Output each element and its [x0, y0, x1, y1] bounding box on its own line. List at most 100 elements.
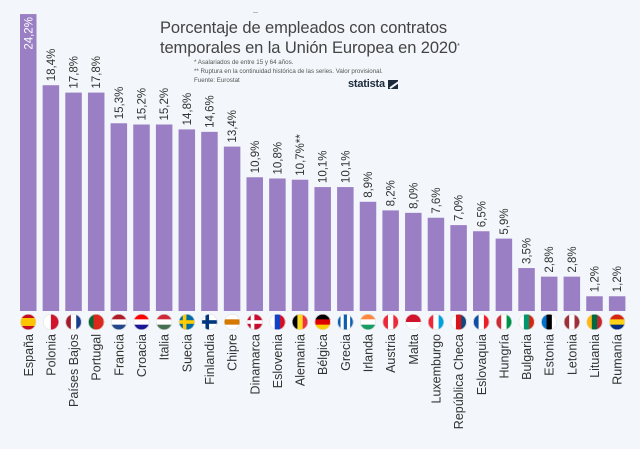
category-label: Bélgica	[316, 334, 330, 375]
germany-flag-icon	[314, 314, 331, 330]
bar-austria	[382, 210, 399, 311]
luxembourg-flag-icon	[427, 314, 444, 330]
title-line-2: temporales en la Unión Europea en 2020	[160, 39, 458, 57]
value-label: 18,4%	[46, 49, 58, 82]
bar-polonia	[42, 85, 60, 312]
category-label: Croacia	[135, 334, 149, 377]
austria-flag-icon	[382, 314, 399, 330]
bars-group	[20, 14, 626, 312]
category-label: Irlanda	[362, 334, 376, 372]
value-label: 8,0%	[408, 183, 420, 209]
ireland-flag-icon	[360, 314, 376, 330]
value-label: 17,8%	[91, 56, 103, 89]
bar-italia	[155, 124, 173, 311]
romania-flag-icon	[609, 314, 626, 330]
lithuania-flag-icon	[586, 314, 603, 330]
value-label: 14,8%	[182, 93, 194, 126]
note-source: Fuente: Eurostat	[194, 77, 240, 84]
category-label: Suecia	[180, 334, 194, 372]
cyprus-flag-icon	[224, 314, 241, 330]
belgium-flag-icon	[292, 314, 309, 330]
top-divider	[253, 12, 258, 13]
value-label: 10,8%	[272, 142, 284, 175]
bar-dinamarca	[246, 177, 263, 311]
malta-alt-flag-icon	[405, 314, 422, 330]
bar-bulgaria	[518, 268, 535, 311]
value-label: 8,2%	[386, 180, 398, 206]
chart-title: Porcentaje de empleados con contratos te…	[160, 18, 480, 58]
flags-group	[20, 314, 626, 330]
value-label: 10,9%	[250, 141, 262, 174]
spain-flag-icon	[20, 314, 37, 330]
bar-grecia	[337, 187, 354, 311]
value-label: 15,3%	[114, 87, 126, 120]
value-label: 10,1%	[340, 150, 352, 183]
value-label: 3,5%	[522, 238, 534, 264]
category-label: Eslovenia	[271, 334, 285, 388]
finland-flag-icon	[201, 314, 218, 330]
category-label: Hungría	[497, 334, 511, 379]
value-label: 24,2%	[23, 17, 35, 50]
category-label: Portugal	[90, 334, 104, 381]
bar-suecia	[178, 129, 196, 311]
value-label: 6,5%	[476, 201, 488, 227]
slovakia-flag-icon	[473, 314, 490, 330]
value-label: 8,9%	[363, 172, 375, 198]
note-series-break: ** Ruptura en la continuidad histórica d…	[194, 68, 383, 75]
bar-bélgica	[314, 187, 331, 311]
title-line-1: Porcentaje de empleados con contratos	[160, 19, 448, 37]
france-flag-icon	[65, 314, 82, 330]
note-age-range: * Asalariados de entre 15 y 64 años.	[194, 59, 294, 66]
category-label: Dinamarca	[248, 334, 262, 394]
category-label: Bulgaria	[520, 334, 534, 380]
bar-luxemburgo	[427, 217, 445, 311]
category-label: Eslovaquia	[475, 334, 489, 395]
netherlands-flag-icon	[110, 314, 127, 330]
bar-portugal	[87, 92, 105, 312]
slovenia-flag-icon	[269, 314, 286, 330]
bar-alemania	[291, 179, 309, 311]
category-label: Alemania	[294, 334, 308, 386]
bar-españa	[20, 14, 37, 311]
category-label: Rumanía	[611, 334, 625, 385]
bulgaria-flag-icon	[518, 314, 535, 330]
title-footnote-mark: *	[457, 43, 460, 50]
bar-república-checa	[450, 225, 467, 311]
sweden-flag-icon	[178, 314, 195, 330]
category-label: Países Bajos	[67, 334, 81, 407]
value-label: 14,6%	[204, 95, 216, 128]
value-label: 2,8%	[567, 246, 579, 272]
category-label: Malta	[407, 334, 421, 365]
bar-finlandia	[201, 131, 218, 311]
greece-flag-icon	[337, 314, 354, 330]
category-label: Francia	[112, 334, 126, 376]
value-label: 2,8%	[544, 246, 556, 272]
value-label: 15,2%	[137, 88, 149, 121]
bar-eslovaquia	[473, 231, 490, 311]
category-label: Chipre	[226, 334, 240, 371]
bar-lituania	[586, 296, 603, 311]
bar-hungría	[495, 238, 513, 311]
bar-eslovenia	[269, 178, 286, 311]
italy-flag-icon	[495, 314, 512, 330]
category-label: Italia	[158, 334, 172, 360]
value-label: 10,1%	[318, 150, 330, 183]
bar-letonia	[563, 276, 581, 311]
value-label: 15,2%	[159, 88, 171, 121]
bar-malta	[405, 212, 422, 311]
category-label: Letonia	[565, 334, 579, 375]
bar-estonia	[540, 276, 558, 311]
category-label: Polonia	[44, 334, 58, 376]
czech-flag-icon	[450, 314, 467, 330]
bar-irlanda	[359, 201, 377, 311]
bar-rumanía	[608, 296, 626, 311]
category-label: España	[22, 334, 36, 376]
category-label: Grecia	[339, 334, 353, 371]
value-label: 5,9%	[499, 208, 511, 234]
denmark-flag-icon	[246, 314, 263, 330]
bar-chipre	[223, 146, 241, 311]
latvia-flag-icon	[563, 314, 580, 330]
statista-logo: statista	[348, 78, 398, 90]
brand-name: statista	[348, 78, 385, 90]
